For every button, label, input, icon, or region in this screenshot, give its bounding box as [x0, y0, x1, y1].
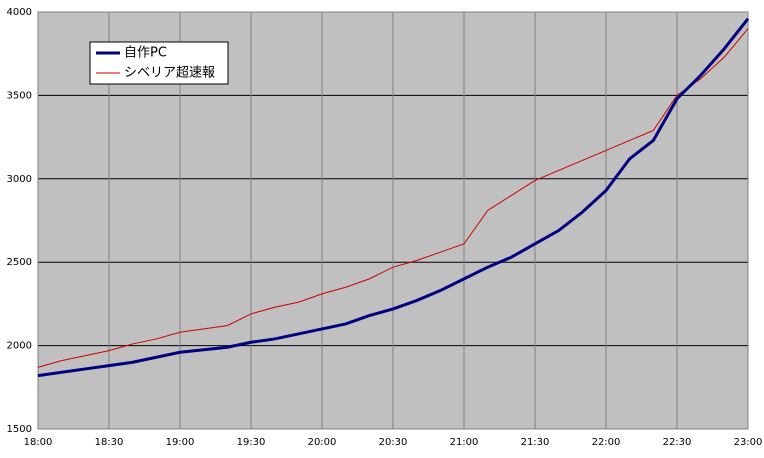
y-tick-label: 3000	[7, 174, 32, 185]
x-tick-label: 22:30	[663, 437, 692, 448]
x-tick-label: 18:00	[24, 437, 53, 448]
y-tick-label: 1500	[7, 424, 32, 435]
x-tick-label: 18:30	[95, 437, 124, 448]
series-line	[37, 17, 750, 378]
x-tick-label: 21:00	[450, 437, 479, 448]
legend-label: シベリア超速報	[124, 66, 215, 81]
y-tick-label: 2500	[7, 257, 32, 268]
x-tick-label: 19:00	[166, 437, 195, 448]
x-tick-label: 20:00	[308, 437, 337, 448]
plot-border	[37, 11, 749, 430]
x-tick-label: 20:30	[379, 437, 408, 448]
y-tick-label: 3500	[7, 90, 32, 101]
legend-box	[89, 41, 229, 85]
x-tick-label: 21:30	[521, 437, 550, 448]
series-line	[37, 28, 749, 368]
x-tick-label: 22:00	[592, 437, 621, 448]
y-tick-label: 2000	[7, 341, 32, 352]
legend-label: 自作PC	[124, 46, 167, 61]
y-tick-label: 4000	[7, 7, 32, 18]
x-tick-label: 19:30	[237, 437, 266, 448]
x-tick-label: 23:00	[734, 437, 763, 448]
